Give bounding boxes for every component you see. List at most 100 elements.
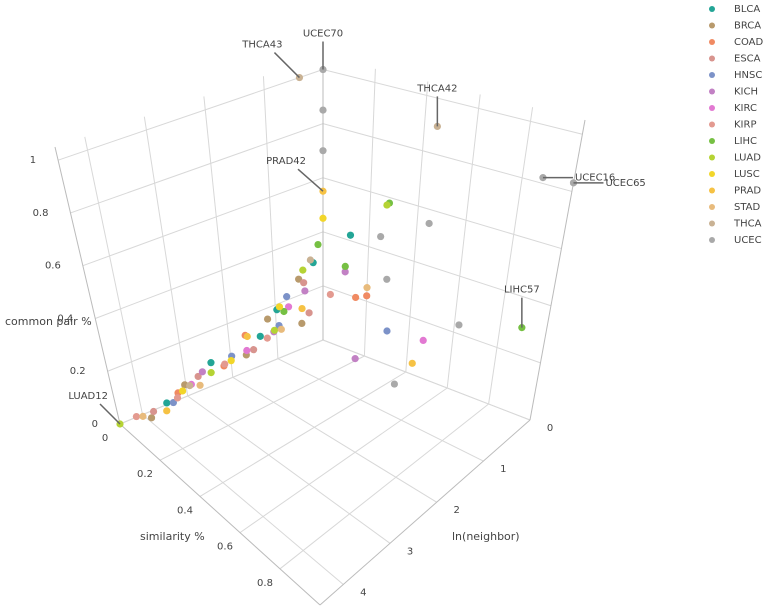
data-point xyxy=(319,106,327,114)
legend-marker[interactable] xyxy=(709,171,715,177)
data-point xyxy=(419,336,427,345)
data-point xyxy=(221,360,229,368)
y-tick-label: 2 xyxy=(453,505,459,516)
data-point xyxy=(363,292,371,300)
wall-grid-line xyxy=(322,231,552,307)
legend-marker[interactable] xyxy=(709,204,715,210)
legend-label[interactable]: UCEC xyxy=(734,235,762,246)
data-point xyxy=(284,303,293,311)
legend-label[interactable]: KIRP xyxy=(734,120,757,131)
z-tick-label: 0.4 xyxy=(57,313,73,324)
data-point xyxy=(263,334,271,342)
legend-label[interactable]: LUSC xyxy=(734,169,760,180)
y-tick-label: 0 xyxy=(547,423,553,434)
data-point xyxy=(351,355,359,363)
data-point xyxy=(352,293,360,302)
data-point xyxy=(198,368,206,376)
z-tick-label: 0.6 xyxy=(45,261,61,272)
data-point xyxy=(243,346,251,355)
data-point xyxy=(163,399,171,407)
legend-marker[interactable] xyxy=(709,187,715,194)
floor-grid-line xyxy=(199,371,407,497)
data-point xyxy=(295,275,303,283)
wall-grid-line xyxy=(363,68,376,357)
data-point xyxy=(194,372,202,381)
wall-grid-line xyxy=(322,339,531,421)
legend-label[interactable]: LUAD xyxy=(734,153,761,164)
legend-marker[interactable] xyxy=(709,138,715,144)
legend-label[interactable]: BLCA xyxy=(734,4,760,15)
data-point xyxy=(383,201,391,209)
data-point xyxy=(298,319,306,328)
wall-grid-line xyxy=(322,123,573,192)
legend-marker[interactable] xyxy=(709,220,715,227)
data-point xyxy=(169,398,177,407)
legend-label[interactable]: ESCA xyxy=(734,54,761,65)
data-point xyxy=(299,266,307,274)
z-tick-label: 0.2 xyxy=(70,366,86,377)
wall-grid-line xyxy=(107,285,324,372)
data-point xyxy=(263,315,272,323)
z-tick-label: 0 xyxy=(92,419,98,430)
y-tick-label: 4 xyxy=(360,587,366,598)
legend-label[interactable]: BRCA xyxy=(734,21,761,32)
data-point xyxy=(298,304,306,313)
data-point xyxy=(306,256,314,264)
x-tick-label: 0.4 xyxy=(177,505,193,516)
wall-grid-line xyxy=(95,231,324,319)
data-point xyxy=(270,326,279,334)
legend-marker[interactable] xyxy=(709,105,715,111)
legend-label[interactable]: PRAD xyxy=(734,186,761,197)
data-point xyxy=(346,231,355,239)
data-point xyxy=(249,346,258,354)
data-point xyxy=(196,381,204,389)
data-point xyxy=(408,359,416,367)
data-point xyxy=(243,332,251,341)
wall-grid-line xyxy=(322,177,562,250)
legend-label[interactable]: LIHC xyxy=(734,136,757,147)
data-point xyxy=(147,414,156,422)
box-edge xyxy=(54,146,121,425)
data-point xyxy=(275,303,284,311)
wall-grid-line xyxy=(322,69,583,135)
legend-marker[interactable] xyxy=(709,88,715,95)
data-point xyxy=(283,293,291,301)
legend-marker[interactable] xyxy=(709,72,715,78)
x-tick-label: 0.8 xyxy=(257,578,273,589)
wall-grid-line xyxy=(57,69,324,161)
legend-label[interactable]: KICH xyxy=(734,87,758,98)
data-point xyxy=(173,394,182,402)
x-tick-label: 0 xyxy=(102,433,108,444)
legend-label[interactable]: HNSC xyxy=(734,70,762,81)
legend-label[interactable]: STAD xyxy=(734,202,761,213)
legend-marker[interactable] xyxy=(709,22,715,29)
legend-marker[interactable] xyxy=(709,6,715,12)
wall-grid-line xyxy=(82,177,324,267)
data-point xyxy=(277,325,285,333)
legend-marker[interactable] xyxy=(709,237,715,243)
z-tick-label: 0.8 xyxy=(33,208,49,219)
legend-label[interactable]: COAD xyxy=(734,37,764,48)
legend-marker[interactable] xyxy=(709,121,715,128)
floor-grid-line xyxy=(187,395,391,544)
data-point xyxy=(186,382,194,390)
x-tick-label: 0.2 xyxy=(137,469,153,480)
legend-marker[interactable] xyxy=(709,55,715,62)
legend-marker[interactable] xyxy=(709,39,715,45)
wall-grid-line xyxy=(203,96,234,378)
data-point xyxy=(305,309,313,317)
floor-grid-line xyxy=(239,387,448,534)
legend-label[interactable]: KIRC xyxy=(734,103,757,114)
annotation-label: LIHC57 xyxy=(504,285,540,296)
legend-label[interactable]: THCA xyxy=(733,219,762,230)
data-point xyxy=(256,332,264,340)
annotation-label: THCA42 xyxy=(416,83,457,94)
data-point xyxy=(341,268,349,276)
annotation-label: THCA43 xyxy=(241,40,282,51)
legend-marker[interactable] xyxy=(709,154,715,161)
data-point xyxy=(425,219,433,228)
data-point xyxy=(314,240,322,249)
data-point xyxy=(326,290,334,299)
box-edge xyxy=(319,419,531,606)
